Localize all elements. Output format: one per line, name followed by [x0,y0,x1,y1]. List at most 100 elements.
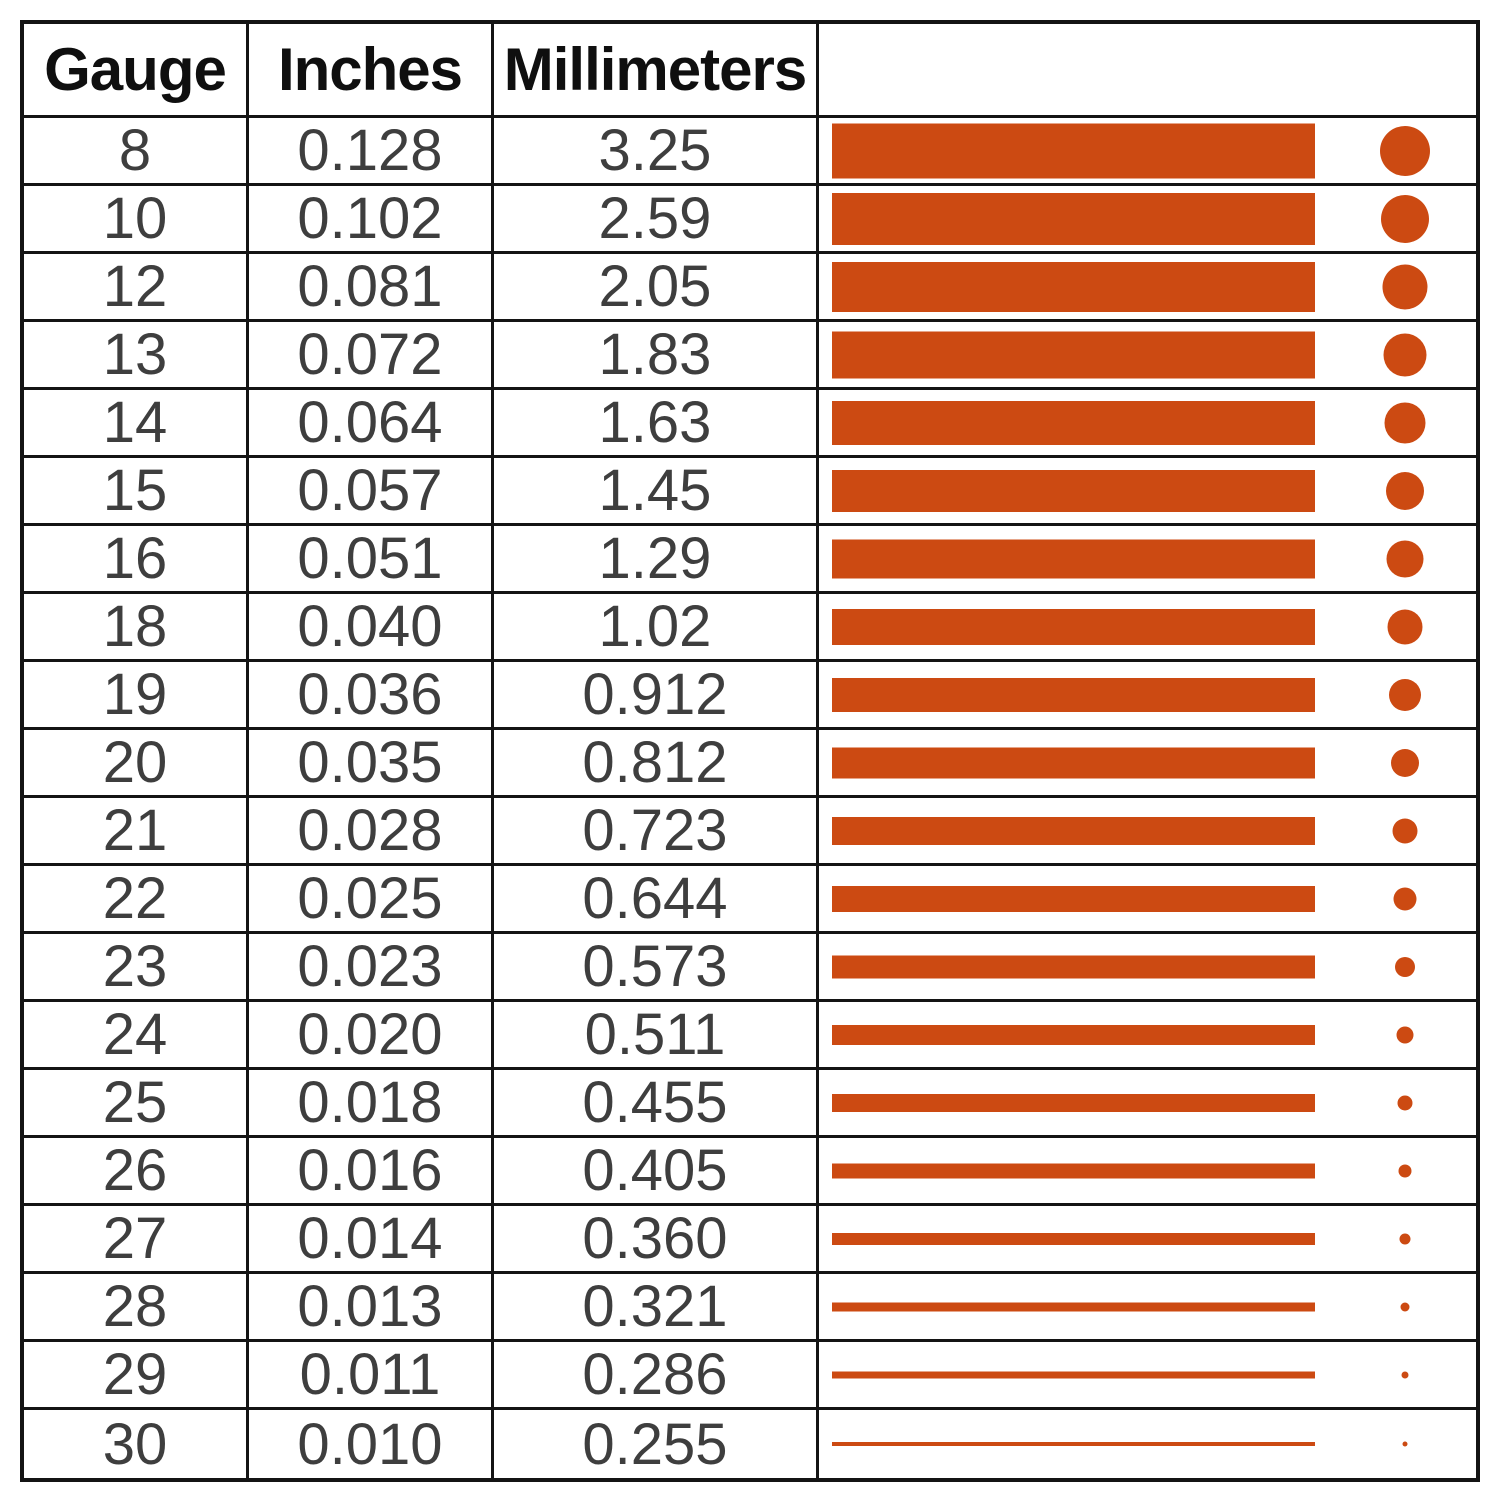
gauge-cell: 30 [24,1410,249,1478]
mm-cell: 1.02 [494,594,819,662]
bar-cell [819,390,1476,458]
bar-cell [819,1002,1476,1070]
diameter-dot [1399,1233,1411,1244]
diameter-dot [1400,1302,1410,1311]
gauge-cell: 26 [24,1138,249,1206]
thickness-bar [832,123,1315,178]
thickness-bar [832,1232,1315,1245]
inches-cell: 0.040 [249,594,494,662]
mm-cell: 0.321 [494,1274,819,1342]
mm-cell: 0.511 [494,1002,819,1070]
thickness-bar [832,1024,1315,1045]
thickness-bar [832,955,1315,978]
mm-cell: 0.360 [494,1206,819,1274]
diameter-dot [1389,678,1421,711]
gauge-cell: 15 [24,458,249,526]
inches-cell: 0.072 [249,322,494,390]
inches-cell: 0.035 [249,730,494,798]
diameter-dot [1401,1371,1409,1378]
gauge-cell: 10 [24,186,249,254]
diameter-dot [1386,471,1424,510]
column-header-visual [819,24,1476,118]
gauge-cell: 23 [24,934,249,1002]
bar-cell [819,322,1476,390]
diameter-dot [1398,1164,1412,1177]
gauge-cell: 13 [24,322,249,390]
inches-cell: 0.020 [249,1002,494,1070]
mm-cell: 0.723 [494,798,819,866]
thickness-bar [832,1163,1315,1178]
mm-cell: 1.83 [494,322,819,390]
inches-cell: 0.014 [249,1206,494,1274]
bar-cell [819,1206,1476,1274]
thickness-bar [832,1371,1315,1378]
mm-cell: 1.63 [494,390,819,458]
diameter-dot [1395,956,1415,977]
mm-cell: 1.29 [494,526,819,594]
diameter-dot [1402,1441,1408,1447]
thickness-bar [832,539,1315,578]
thickness-bar [832,747,1315,778]
bar-cell [819,934,1476,1002]
gauge-cell: 8 [24,118,249,186]
mm-cell: 2.59 [494,186,819,254]
diameter-dot [1387,609,1423,644]
gauge-cell: 28 [24,1274,249,1342]
gauge-cell: 27 [24,1206,249,1274]
diameter-dot [1382,264,1428,309]
inches-cell: 0.018 [249,1070,494,1138]
diameter-dot [1384,402,1426,443]
mm-cell: 0.812 [494,730,819,798]
bar-cell [819,1410,1476,1478]
mm-cell: 0.405 [494,1138,819,1206]
thickness-bar [832,885,1315,912]
bar-cell [819,526,1476,594]
bar-cell [819,1070,1476,1138]
gauge-cell: 18 [24,594,249,662]
inches-cell: 0.057 [249,458,494,526]
thickness-bar [832,677,1315,712]
gauge-cell: 20 [24,730,249,798]
diameter-dot [1383,333,1427,376]
inches-cell: 0.011 [249,1342,494,1410]
thickness-bar [832,608,1315,645]
gauge-cell: 22 [24,866,249,934]
inches-cell: 0.064 [249,390,494,458]
gauge-cell: 19 [24,662,249,730]
diameter-dot [1397,1095,1413,1110]
inches-cell: 0.016 [249,1138,494,1206]
diameter-dot [1386,540,1424,577]
gauge-cell: 24 [24,1002,249,1070]
column-header-millimeters: Millimeters [494,24,819,118]
gauge-cell: 12 [24,254,249,322]
bar-cell [819,594,1476,662]
bar-cell [819,1342,1476,1410]
mm-cell: 0.573 [494,934,819,1002]
bar-cell [819,798,1476,866]
inches-cell: 0.081 [249,254,494,322]
diameter-dot [1380,125,1430,176]
bar-cell [819,730,1476,798]
thickness-bar [832,1302,1315,1311]
bar-cell [819,1274,1476,1342]
thickness-bar [832,261,1315,312]
bar-cell [819,662,1476,730]
gauge-cell: 21 [24,798,249,866]
mm-cell: 1.45 [494,458,819,526]
mm-cell: 0.912 [494,662,819,730]
gauge-cell: 16 [24,526,249,594]
mm-cell: 0.644 [494,866,819,934]
gauge-cell: 14 [24,390,249,458]
bar-cell [819,186,1476,254]
column-header-inches: Inches [249,24,494,118]
inches-cell: 0.102 [249,186,494,254]
inches-cell: 0.051 [249,526,494,594]
bar-cell [819,254,1476,322]
gauge-cell: 29 [24,1342,249,1410]
bar-cell [819,458,1476,526]
thickness-bar [832,816,1315,845]
bar-cell [819,118,1476,186]
thickness-bar [832,1093,1315,1112]
gauge-cell: 25 [24,1070,249,1138]
